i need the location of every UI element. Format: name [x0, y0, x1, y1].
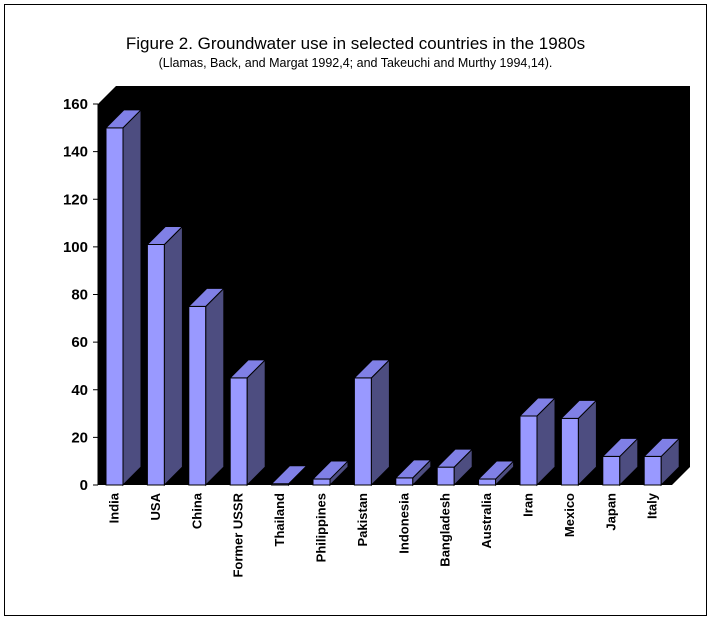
bar-top [642, 437, 681, 457]
bar-top [518, 397, 557, 417]
category-label: Australia [479, 492, 494, 548]
bar-top [353, 359, 391, 379]
category-label: Former USSR [231, 492, 246, 577]
bar-front [602, 455, 621, 486]
bar-side [370, 358, 390, 487]
bar-front [560, 417, 579, 486]
bar-top [560, 399, 598, 419]
y-tick-label: 0 [80, 477, 88, 494]
category-label: Indonesia [396, 492, 411, 553]
bar [394, 458, 433, 487]
category-label: Pakistan [355, 493, 370, 547]
data-label: 150 [109, 91, 137, 110]
bar-side [163, 225, 183, 487]
y-tick-label: 80 [71, 287, 88, 304]
y-tick-label: 40 [71, 382, 88, 399]
bar-front [353, 377, 372, 486]
category-label: Mexico [562, 493, 577, 537]
category-label: Iran [521, 493, 536, 517]
bar-side [246, 358, 266, 487]
bar [642, 437, 681, 487]
bar [104, 108, 143, 487]
y-tick-label: 120 [63, 191, 88, 208]
category-label: Japan [603, 493, 618, 531]
y-axis: 0 20 40 60 80 100 120 140 160 [63, 96, 99, 494]
bar-top [477, 460, 515, 480]
bar-top [394, 459, 433, 479]
bar-front [188, 305, 207, 486]
bar [518, 396, 557, 487]
category-label: Thailand [272, 493, 287, 547]
bar [146, 225, 184, 487]
bar-front [395, 477, 414, 486]
bar-front [312, 478, 331, 486]
bar-front [105, 127, 124, 486]
bar-front [643, 455, 662, 486]
bar-top [601, 437, 640, 457]
y-tick-label: 20 [71, 429, 88, 446]
bar-front [519, 415, 538, 486]
plot-background-layer [98, 86, 690, 485]
chart-subtitle: (Llamas, Back, and Margat 1992,4; and Ta… [158, 56, 553, 70]
bar [435, 447, 474, 487]
bar [477, 459, 515, 487]
category-label: India [107, 492, 122, 523]
bar-side [122, 108, 142, 487]
bar [311, 459, 350, 487]
bar [270, 464, 308, 487]
category-label: USA [148, 492, 163, 520]
category-labels: India USA China Former USSR Thailand Philippi… [107, 492, 660, 577]
bar-front [478, 478, 497, 486]
data-label: 2 [657, 419, 666, 438]
chart-title: Figure 2. Groundwater use in selected co… [125, 34, 586, 53]
bar-top [146, 225, 184, 245]
bar-top [311, 460, 350, 480]
bar-top [104, 109, 143, 129]
category-label: Bangladesh [438, 493, 453, 567]
plot-background [98, 86, 690, 485]
bar-front [146, 243, 165, 486]
bars-layer [104, 108, 681, 487]
y-tick-label: 100 [63, 239, 88, 256]
bar-top [228, 359, 267, 379]
bar-top [187, 287, 226, 307]
category-label: Philippines [314, 493, 329, 562]
bar-top [270, 465, 308, 485]
bar-top [435, 448, 474, 468]
y-tick-label: 60 [71, 334, 88, 351]
y-tick-label: 140 [63, 144, 88, 161]
category-label: Italy [645, 492, 660, 519]
y-tick-label: 160 [63, 96, 88, 113]
bar [601, 437, 640, 487]
bar [560, 399, 598, 487]
bar-front [229, 377, 248, 486]
category-label: China [189, 492, 204, 529]
bar [228, 358, 267, 487]
bar-side [205, 287, 225, 487]
bar [187, 287, 226, 487]
bar-front [436, 466, 455, 486]
bar [353, 358, 391, 487]
